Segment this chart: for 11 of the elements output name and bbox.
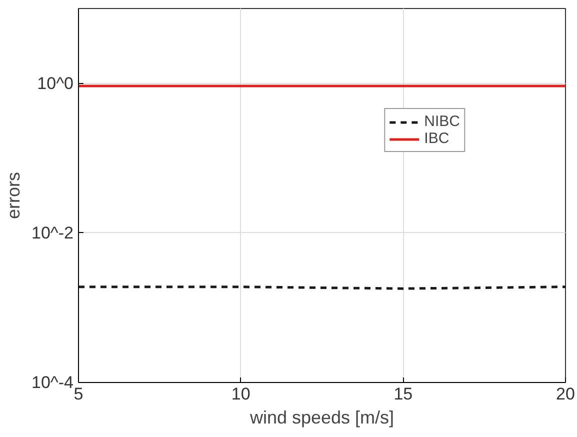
- y-tick-label: 10^-2: [32, 223, 74, 242]
- legend-label: NIBC: [424, 113, 460, 130]
- x-axis-title: wind speeds [m/s]: [248, 408, 394, 428]
- y-tick-label: 10^0: [37, 74, 74, 93]
- x-tick-label: 5: [74, 384, 84, 404]
- x-tick-label: 10: [231, 384, 250, 404]
- legend-label: IBC: [424, 130, 450, 147]
- x-tick-label: 20: [556, 384, 575, 404]
- x-tick-label: 15: [394, 384, 413, 404]
- y-tick-label: 10^-4: [32, 373, 74, 392]
- y-axis-title: errors: [4, 172, 24, 219]
